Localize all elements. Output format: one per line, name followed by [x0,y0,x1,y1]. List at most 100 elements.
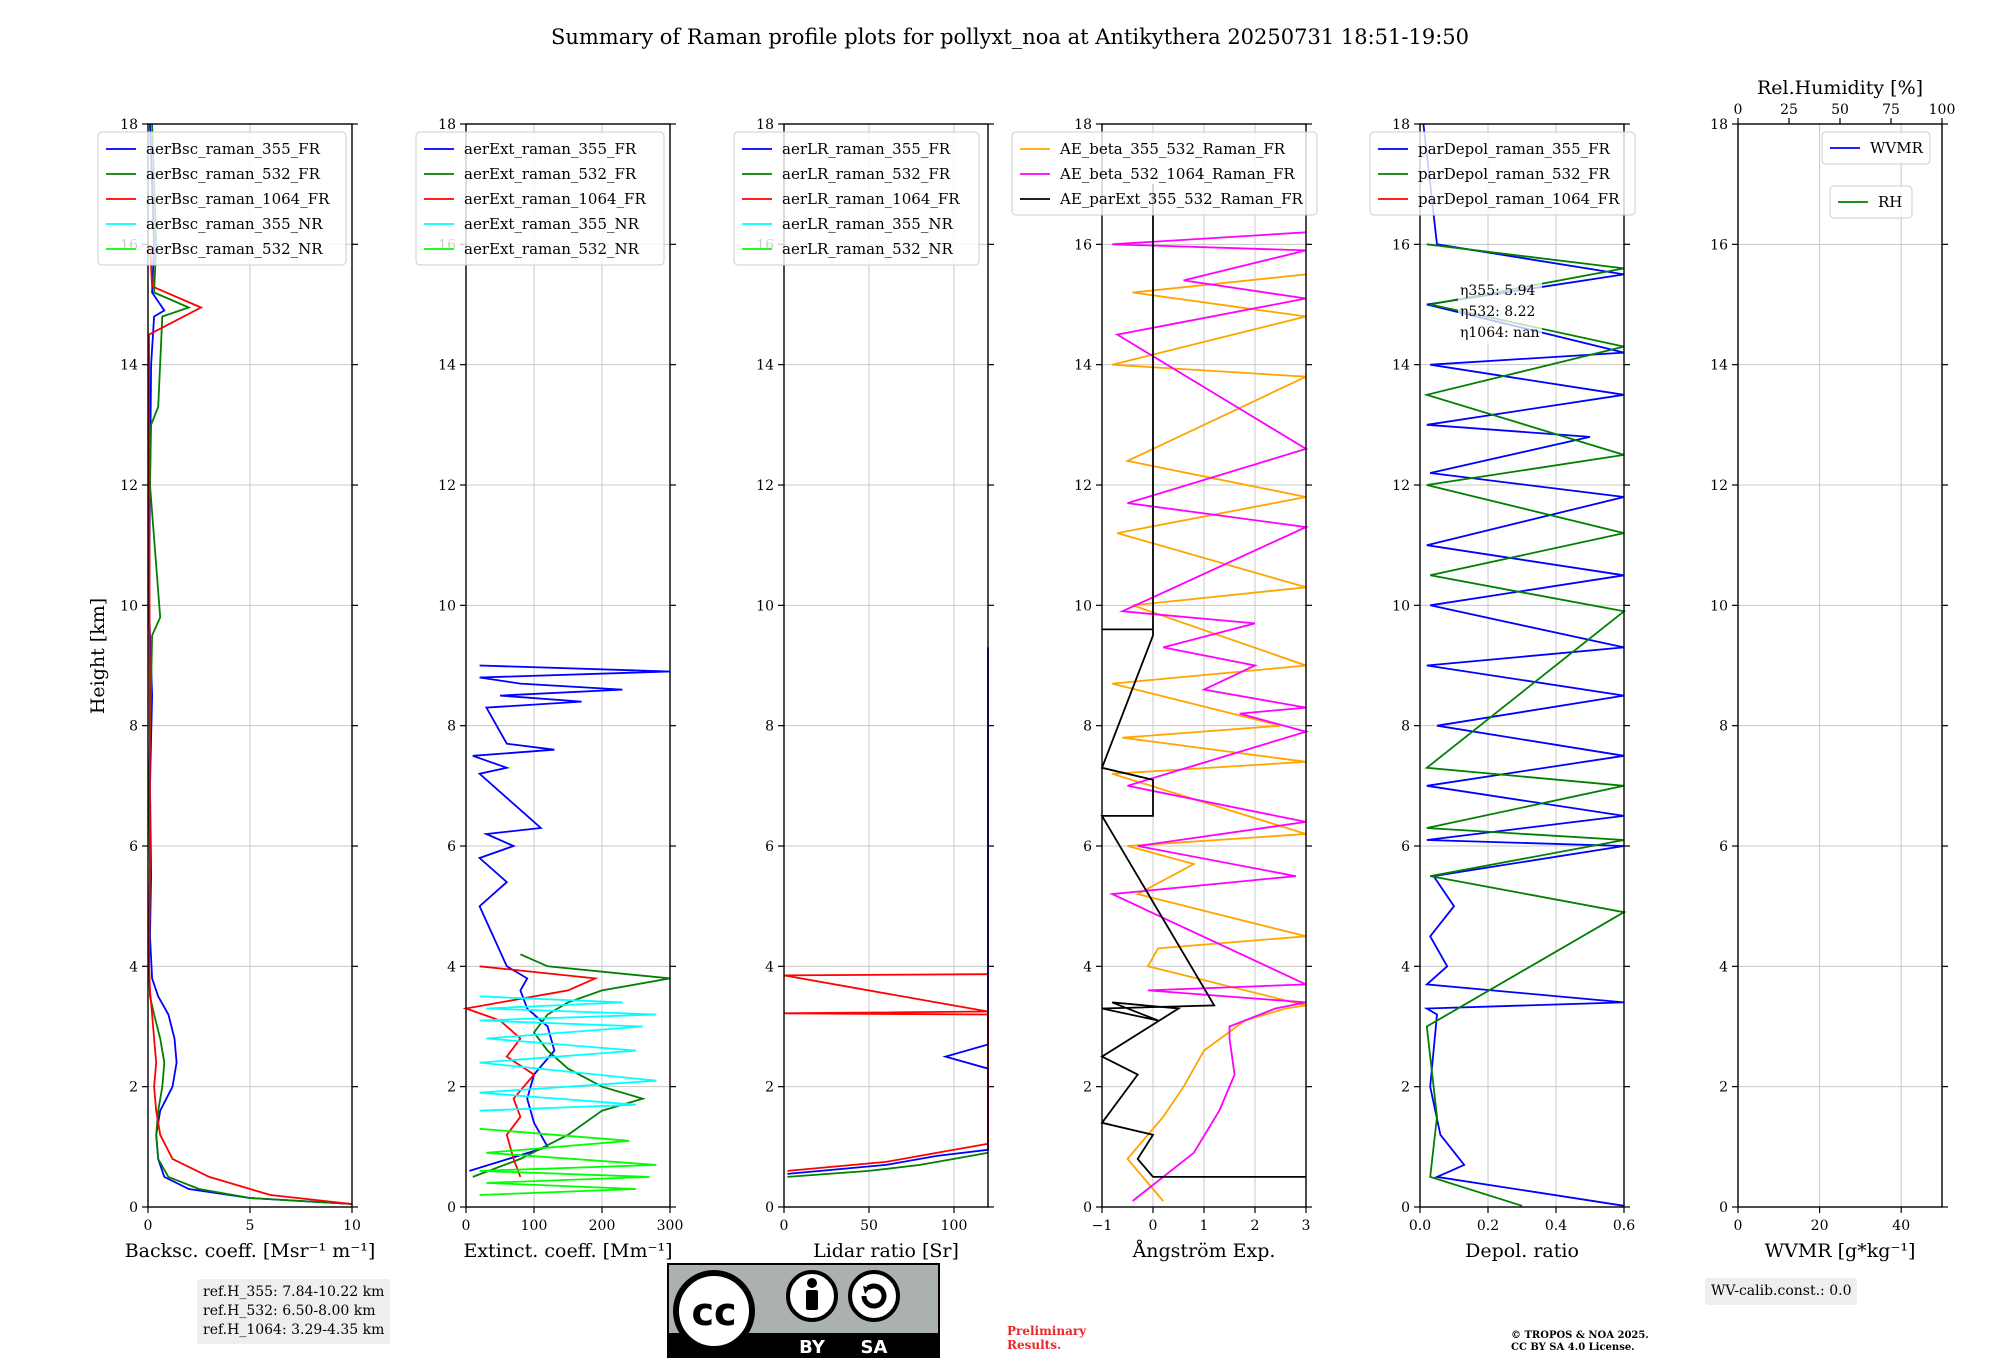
y-tick-label: 8 [1719,719,1728,735]
series-line-aerExt_raman_355_FR [469,664,671,1172]
axes-frame [783,123,989,1208]
by-label: BY [799,1337,826,1358]
y-tick-label: 18 [438,117,456,133]
ref-height-1064: ref.H_1064: 3.29-4.35 km [203,1322,385,1338]
y-tick-label: 14 [120,358,138,374]
legend-entry: aerExt_raman_355_FR [464,140,637,158]
x2-axis-label: Rel.Humidity [%] [1757,77,1923,99]
x-tick-label: 3 [1302,1218,1311,1234]
legend-entry: AE_parExt_355_532_Raman_FR [1059,190,1304,208]
y-tick-label: 4 [447,959,456,975]
legend-entry: aerLR_raman_355_NR [782,215,953,233]
legend-entry: aerLR_raman_532_NR [782,240,953,258]
y-tick-label: 14 [1392,358,1410,374]
y-tick-label: 0 [1401,1200,1410,1216]
legend-entry: RH [1878,193,1902,211]
y-tick-label: 18 [1710,117,1728,133]
eta-532: η532: 8.22 [1460,304,1536,320]
y-tick-label: 6 [765,839,774,855]
y-tick-label: 2 [1083,1080,1092,1096]
y-tick-label: 2 [447,1080,456,1096]
preliminary-line-1: Preliminary [1007,1324,1087,1338]
y-tick-label: 18 [1392,117,1410,133]
x-axis-label: Depol. ratio [1465,1240,1579,1262]
panel-6: 0 20 40 0 2 4 6 8 10 12 14 16 18 WVMR [g*kg⁻¹] 0 25 50 75… [1710,77,1955,1262]
axes-frame [147,123,353,1208]
x-tick-label: 40 [1892,1218,1910,1234]
ref-height-532: ref.H_532: 6.50-8.00 km [203,1303,376,1319]
x-axis-label: Extinct. coeff. [Mm⁻¹] [463,1240,672,1262]
y-tick-label: 12 [1710,478,1728,494]
y-tick-label: 4 [1401,959,1410,975]
x-axis-label: Lidar ratio [Sr] [813,1240,959,1262]
legend-entry: parDepol_raman_355_FR [1418,140,1611,158]
y-tick-label: 12 [120,478,138,494]
x-tick-label: 0 [144,1218,153,1234]
y-tick-label: 4 [1083,959,1092,975]
y-tick-label: 0 [765,1200,774,1216]
series-line-aerLR_raman_1064_FR [783,973,989,1172]
y-tick-label: 18 [1074,117,1092,133]
y-tick-label: 8 [1401,719,1410,735]
legend-entry: aerExt_raman_355_NR [464,215,640,233]
copyright-line-2: CC BY SA 4.0 License. [1511,1342,1635,1353]
y-tick-label: 4 [129,959,138,975]
y-tick-label: 10 [756,598,774,614]
x2-tick-label: 100 [1929,102,1956,118]
eta-1064: η1064: nan [1460,325,1540,341]
y-tick-label: 10 [438,598,456,614]
series-line-aerLR_raman_532_FR [787,1151,989,1178]
x-tick-label: 5 [246,1218,255,1234]
series-line-aerExt_raman_355_NR [479,995,657,1112]
eta-box: η355: 5.94 η532: 8.22 η1064: nan [1458,281,1542,344]
x-tick-label: 50 [860,1218,878,1234]
y-tick-label: 0 [1083,1200,1092,1216]
x-tick-label: 0.0 [1409,1218,1431,1234]
legend-entry: AE_beta_532_1064_Raman_FR [1059,165,1295,183]
y-tick-label: 16 [1710,237,1728,253]
series-line-AE_beta_355_532_Raman_FR [1111,273,1307,1202]
series-line-parDepol_raman_532_FR [1423,243,1627,1207]
axes-frame [1101,123,1307,1208]
x2-tick-label: 50 [1831,102,1849,118]
wv-calib-text: WV-calib.const.: 0.0 [1711,1283,1852,1299]
reference-heights-box: ref.H_355: 7.84-10.22 km ref.H_532: 6.50… [197,1279,391,1344]
x-tick-label: 20 [1811,1218,1829,1234]
x-tick-label: 10 [343,1218,361,1234]
legend: parDepol_raman_355_FR parDepol_raman_532_… [1369,131,1636,216]
x-axis-label: WVMR [g*kg⁻¹] [1765,1240,1916,1262]
y-tick-label: 14 [1074,358,1092,374]
x-tick-label: 300 [657,1218,684,1234]
legend: aerLR_raman_355_FR aerLR_raman_532_FR aerL… [733,131,980,266]
series-line-aerLR_raman_355_FR [787,647,989,1175]
x-tick-label: 100 [521,1218,548,1234]
y-tick-label: 8 [447,719,456,735]
y-tick-label: 4 [1719,959,1728,975]
x-axis-label: Ångström Exp. [1132,1240,1276,1262]
legend-entry: AE_beta_355_532_Raman_FR [1059,140,1286,158]
y-tick-label: 8 [129,719,138,735]
y-tick-label: 2 [129,1080,138,1096]
eta-355: η355: 5.94 [1460,283,1536,299]
x-tick-label: 0 [1734,1218,1743,1234]
y-tick-label: 18 [120,117,138,133]
y-tick-label: 8 [1083,719,1092,735]
copyright-note: © TROPOS & NOA 2025. CC BY SA 4.0 Licens… [1511,1330,1649,1354]
axes-frame [1419,123,1625,1208]
series-line-aerExt_raman_532_FR [472,953,671,1178]
x-axis-label: Backsc. coeff. [Msr⁻¹ m⁻¹] [125,1240,376,1262]
y-tick-label: 2 [765,1080,774,1096]
panel-1: 0510024681012141618Backsc. coeff. [Msr⁻¹… [97,117,376,1262]
y-tick-label: 6 [129,839,138,855]
cc-license-badge: cc BY SA [667,1263,940,1358]
axes-frame [1737,123,1943,1208]
y-tick-label: 0 [447,1200,456,1216]
legend-entry: aerLR_raman_532_FR [782,165,951,183]
legend-entry: aerExt_raman_532_NR [464,240,640,258]
legend-entry: aerExt_raman_532_FR [464,165,637,183]
y-tick-label: 10 [1392,598,1410,614]
y-tick-label: 12 [1392,478,1410,494]
y-tick-label: 4 [765,959,774,975]
y-tick-label: 0 [129,1200,138,1216]
